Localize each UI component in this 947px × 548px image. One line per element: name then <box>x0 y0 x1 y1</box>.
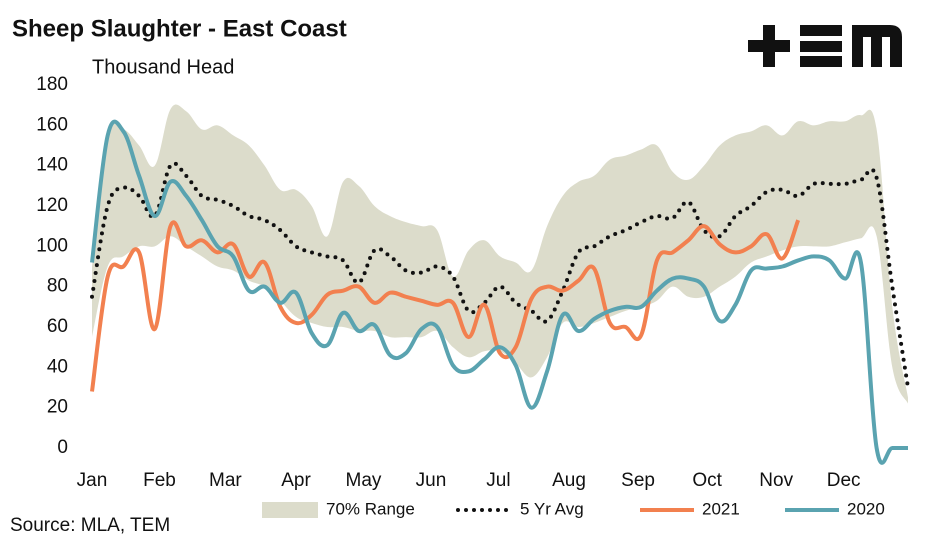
logo-plus-v <box>763 25 775 67</box>
y-tick-label: 60 <box>47 316 68 337</box>
x-tick-label: Jun <box>416 470 447 491</box>
x-tick-label: Apr <box>281 470 311 491</box>
logo <box>748 25 902 67</box>
y-tick-label: 180 <box>36 74 68 95</box>
x-tick-label: Nov <box>759 470 793 491</box>
y-tick-label: 160 <box>36 114 68 135</box>
series-line <box>90 119 908 465</box>
x-tick-label: Dec <box>827 470 861 491</box>
logo-e-top <box>800 25 842 36</box>
x-tick-label: Mar <box>209 470 242 491</box>
chart-subtitle: Thousand Head <box>92 56 234 78</box>
y-tick-label: 80 <box>47 276 68 297</box>
legend-label: 5 Yr Avg <box>520 499 584 518</box>
x-tick-label: Feb <box>143 470 176 491</box>
x-tick-label: Oct <box>692 470 722 491</box>
x-tick-label: Jan <box>77 470 108 491</box>
logo-e-bot <box>800 56 842 67</box>
x-tick-label: Sep <box>621 470 655 491</box>
y-tick-label: 40 <box>47 356 68 377</box>
y-tick-label: 140 <box>36 155 68 176</box>
legend-label: 2020 <box>847 499 885 518</box>
source-note: Source: MLA, TEM <box>10 515 170 536</box>
legend-label: 2021 <box>702 499 740 518</box>
x-tick-label: Aug <box>552 470 586 491</box>
x-tick-label: May <box>346 470 382 491</box>
y-tick-label: 120 <box>36 195 68 216</box>
series-line <box>90 219 801 392</box>
logo-e-mid <box>800 41 842 52</box>
y-tick-label: 0 <box>57 437 68 458</box>
legend-label: 70% Range <box>326 499 415 518</box>
range-band <box>92 104 908 404</box>
y-tick-label: 100 <box>36 235 68 256</box>
legend-swatch <box>262 502 318 518</box>
series-line <box>90 161 910 390</box>
y-tick-label: 20 <box>47 397 68 418</box>
x-tick-label: Jul <box>486 470 510 491</box>
chart-title: Sheep Slaughter - East Coast <box>12 15 347 42</box>
logo-m <box>852 25 902 67</box>
